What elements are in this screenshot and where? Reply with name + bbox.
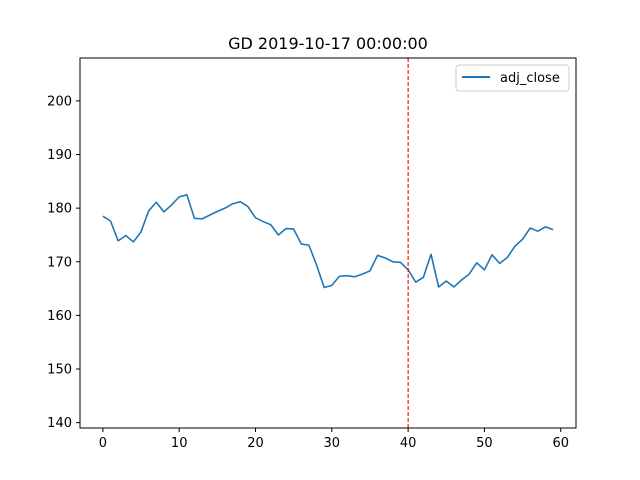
x-tick-label: 40 — [400, 436, 417, 451]
legend-label-adj-close: adj_close — [500, 71, 560, 86]
y-tick-label: 160 — [47, 309, 72, 324]
y-tick-label: 150 — [47, 363, 72, 378]
legend-box — [455, 64, 570, 92]
x-tick-label: 0 — [99, 436, 107, 451]
chart-title: GD 2019-10-17 00:00:00 — [228, 34, 428, 53]
x-tick-label: 30 — [324, 436, 341, 451]
x-tick-label: 20 — [247, 436, 264, 451]
y-tick-label: 140 — [47, 416, 72, 431]
x-tick-label: 10 — [171, 436, 188, 451]
y-tick-label: 200 — [47, 94, 72, 109]
legend: adj_close — [455, 64, 570, 92]
x-tick-label: 50 — [476, 436, 493, 451]
y-tick-label: 180 — [47, 202, 72, 217]
series-line-adj-close — [102, 193, 554, 289]
y-tick-label: 190 — [47, 148, 72, 163]
y-tick-label: 170 — [47, 255, 72, 270]
x-tick-label: 60 — [552, 436, 569, 451]
plot-frame — [79, 57, 577, 429]
